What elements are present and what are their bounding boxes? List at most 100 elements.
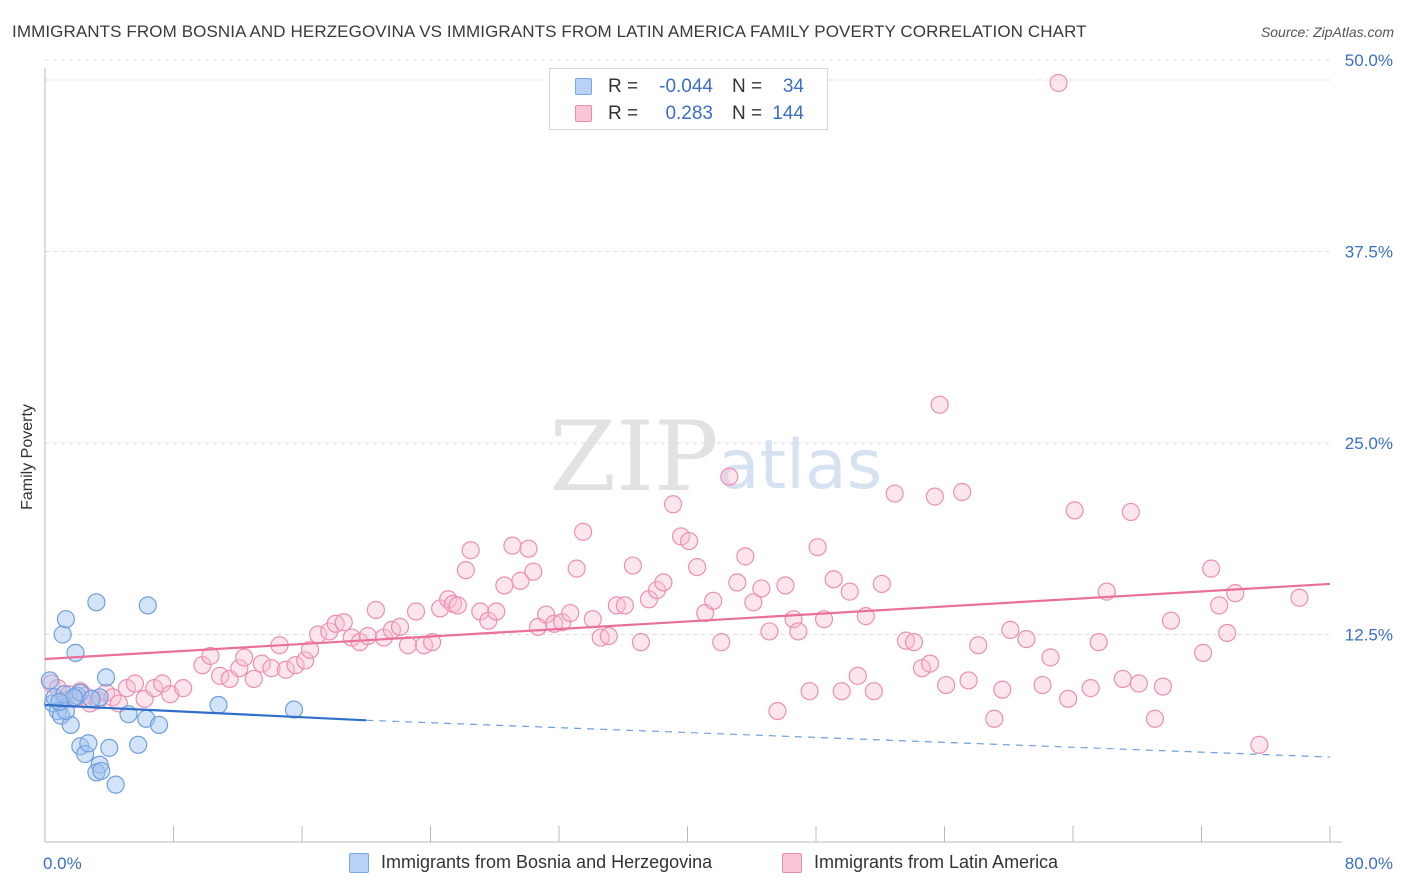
stats-r-label: R = (608, 103, 639, 124)
latin-america-point (461, 541, 480, 560)
series-latin-america-points (42, 73, 1309, 754)
stats-r-value-latin-america: 0.283 (665, 103, 713, 124)
stats-r-value-bosnia: -0.044 (659, 76, 713, 97)
latin-america-point (808, 538, 827, 557)
bosnia-point (284, 700, 304, 719)
latin-america-point (583, 610, 602, 629)
latin-america-point (599, 626, 618, 646)
bosnia-point (56, 610, 75, 629)
latin-america-point (398, 636, 418, 655)
watermark-zip: ZIP (549, 401, 718, 513)
latin-america-point (993, 680, 1012, 699)
latin-america-point (959, 671, 978, 690)
latin-america-point (920, 654, 940, 673)
latin-america-point (631, 633, 651, 652)
stats-box: R = -0.044 N = 34 R = 0.283 N = 144 (549, 68, 828, 130)
latin-america-point (864, 682, 883, 701)
latin-america-point (704, 591, 723, 610)
bosnia-point (61, 715, 80, 734)
bosnia-point (106, 775, 125, 794)
latin-america-point (1001, 620, 1020, 640)
latin-america-point (1041, 648, 1060, 667)
stats-swatch-bosnia (575, 78, 592, 95)
latin-america-point (736, 547, 755, 566)
latin-america-point (937, 675, 956, 695)
bosnia-point (149, 715, 169, 734)
latin-america-point (1226, 584, 1245, 603)
watermark: ZIP atlas (549, 401, 882, 513)
y-tick-label: 37.5% (1345, 243, 1393, 262)
latin-america-point (1017, 629, 1036, 649)
latin-america-point (519, 539, 538, 558)
latin-america-point (524, 562, 543, 581)
latin-america-point (789, 622, 808, 641)
latin-america-point (42, 674, 61, 693)
latin-america-point (720, 467, 739, 486)
trend-lines (44, 582, 1331, 758)
latin-america-point (276, 660, 296, 679)
bosnia-trend-extension (366, 719, 1331, 758)
latin-america-point (296, 651, 315, 670)
latin-america-point (1049, 73, 1068, 93)
bosnia-point (50, 692, 69, 712)
bosnia-point (82, 689, 101, 708)
latin-america-point (969, 636, 988, 655)
latin-america-point (872, 574, 891, 594)
bosnia-point (96, 668, 116, 687)
bosnia-point (100, 738, 119, 757)
latin-america-point (623, 556, 642, 575)
legend-label-bosnia: Immigrants from Bosnia and Herzegovina (381, 852, 713, 872)
latin-america-point (366, 600, 385, 620)
y-tick-label: 50.0% (1345, 51, 1393, 70)
latin-america-point (1290, 588, 1309, 607)
y-tick-label: 12.5% (1345, 626, 1393, 645)
latin-america-point (1129, 674, 1148, 693)
bosnia-point (40, 671, 59, 690)
source-credit: Source: ZipAtlas.com (1260, 24, 1394, 40)
bosnia-point (66, 643, 85, 662)
latin-america-point (503, 536, 522, 555)
latin-america-point (262, 659, 281, 678)
latin-america-point (406, 602, 426, 621)
latin-america-point (1153, 677, 1173, 696)
latin-america-point (125, 674, 145, 693)
latin-america-point (712, 633, 731, 652)
stats-r-label: R = (608, 76, 639, 97)
latin-america-point (654, 573, 673, 592)
latin-america-point (925, 487, 944, 506)
latin-america-point (832, 682, 851, 701)
latin-america-point (1218, 623, 1237, 643)
latin-america-point (1113, 669, 1132, 689)
latin-america-point (800, 682, 819, 701)
legend-swatch-bosnia (349, 853, 369, 873)
latin-america-point (848, 666, 867, 685)
legend-label-latin-america: Immigrants from Latin America (814, 852, 1059, 872)
latin-america-point (201, 646, 220, 666)
latin-america-trend-line (44, 582, 1331, 661)
latin-america-point (814, 610, 834, 629)
bosnia-point (209, 695, 228, 715)
latin-america-point (1089, 633, 1108, 652)
latin-america-point (358, 626, 377, 646)
latin-america-point (390, 617, 410, 636)
latin-america-point (904, 633, 924, 652)
latin-america-point (230, 659, 249, 678)
latin-america-point (768, 701, 787, 721)
latin-america-point (752, 579, 771, 598)
latin-america-point (495, 576, 514, 595)
latin-america-point (244, 669, 263, 689)
latin-america-point (680, 531, 699, 551)
bosnia-point (76, 744, 95, 764)
x-tick-label: 80.0% (1345, 854, 1393, 873)
latin-america-point (1081, 679, 1100, 698)
latin-america-point (1059, 689, 1078, 708)
stats-n-value-bosnia: 34 (782, 76, 804, 97)
latin-america-point (688, 557, 707, 577)
latin-america-point (930, 395, 949, 414)
latin-america-point (1210, 596, 1229, 615)
x-tick-label: 0.0% (43, 854, 82, 873)
latin-america-point (776, 576, 795, 595)
latin-america-point (448, 596, 467, 615)
legend-swatch-latin-america (782, 853, 802, 873)
latin-america-point (824, 570, 843, 589)
